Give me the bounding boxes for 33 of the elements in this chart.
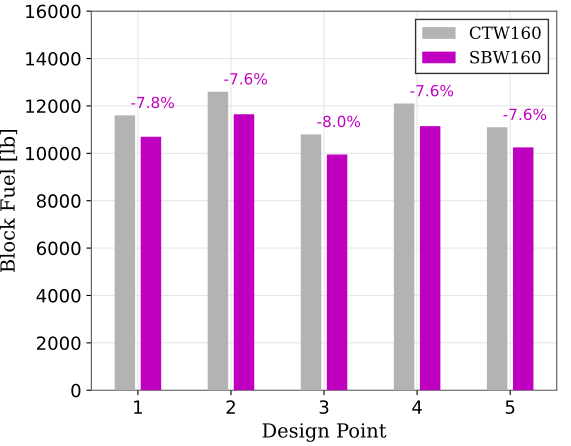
y-tick-label: 12000 xyxy=(26,99,80,114)
annotation: -7.6% xyxy=(410,84,454,96)
bar xyxy=(234,114,254,390)
bar xyxy=(420,126,440,390)
bar xyxy=(114,115,136,390)
legend-label: CTW160 xyxy=(470,26,541,40)
annotation: -7.8% xyxy=(131,96,174,108)
x-tick-label: 2 xyxy=(226,400,235,414)
annotation: -7.6% xyxy=(503,108,546,120)
y-tick-label: 8000 xyxy=(36,194,80,208)
bar xyxy=(208,92,228,390)
y-tick-label: 4000 xyxy=(36,288,80,303)
x-tick-label: 4 xyxy=(412,400,422,414)
bar xyxy=(486,127,508,390)
y-tick-label: 10000 xyxy=(26,146,80,160)
legend-label: SBW160 xyxy=(470,50,540,64)
y-tick-label: 6000 xyxy=(36,242,80,256)
bar xyxy=(512,147,534,390)
bar xyxy=(300,134,322,390)
x-tick-label: 5 xyxy=(506,400,514,414)
y-tick-label: 14000 xyxy=(26,52,80,66)
y-axis-title: Block Fuel [lb] xyxy=(0,130,18,272)
y-tick-label: 2000 xyxy=(37,336,80,350)
bar xyxy=(140,136,162,390)
annotation: -7.6% xyxy=(224,73,267,85)
annotation: -8.0% xyxy=(317,116,360,128)
bar xyxy=(394,104,414,390)
bar xyxy=(326,154,348,390)
x-tick-label: 3 xyxy=(320,400,328,414)
y-tick-label: 0 xyxy=(71,384,80,398)
x-tick-label: 1 xyxy=(134,400,142,414)
y-tick-label: 16000 xyxy=(26,4,80,18)
x-axis-title: Design Point xyxy=(262,423,386,442)
